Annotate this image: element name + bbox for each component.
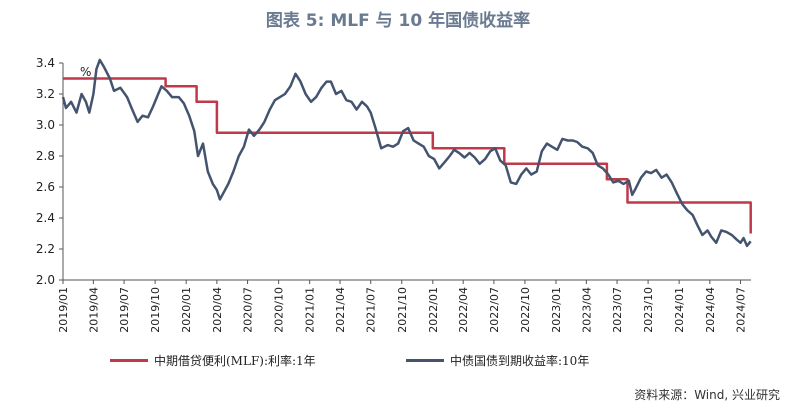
legend-swatch-mlf: [110, 358, 148, 362]
y-tick-label: 3.2: [36, 87, 55, 101]
x-tick-label: 2022/01: [427, 287, 440, 333]
series-line-mlf: [63, 77, 752, 234]
legend-label-mlf: 中期借贷便利(MLF):利率:1年: [154, 353, 316, 368]
x-tick-label: 2021/07: [365, 287, 378, 333]
y-axis-unit: %: [80, 65, 91, 79]
x-tick-label: 2024/01: [673, 287, 686, 333]
x-tick-label: 2022/07: [488, 287, 501, 333]
x-tick-label: 2020/07: [242, 287, 255, 333]
x-tick-label: 2020/10: [273, 287, 286, 333]
x-tick-label: 2021/10: [396, 287, 409, 333]
x-tick-label: 2024/04: [704, 287, 717, 333]
x-tick-label: 2019/01: [57, 287, 70, 333]
y-tick-label: 3.0: [36, 118, 55, 132]
x-tick-label: 2019/10: [149, 287, 162, 333]
x-tick-label: 2020/01: [180, 287, 193, 333]
legend-label-cgb10y: 中债国债到期收益率:10年: [450, 353, 590, 368]
source-note: 资料来源：Wind, 兴业研究: [634, 388, 780, 402]
x-tick-label: 2022/04: [457, 287, 470, 333]
x-tick-label: 2022/10: [519, 287, 532, 333]
x-tick-label: 2019/04: [87, 287, 100, 333]
y-tick-label: 2.4: [36, 211, 55, 225]
x-tick-label: 2019/07: [118, 287, 131, 333]
x-tick-label: 2023/10: [642, 287, 655, 333]
series-line-cgb10y: [61, 58, 752, 248]
legend-item-mlf: 中期借贷便利(MLF):利率:1年: [110, 351, 316, 369]
x-tick-label: 2023/04: [580, 287, 593, 333]
x-tick-label: 2024/07: [735, 287, 748, 333]
legend-swatch-cgb10y: [406, 358, 444, 362]
x-tick-label: 2021/01: [304, 287, 317, 333]
y-tick-label: 2.2: [36, 242, 55, 256]
y-tick-label: 3.4: [36, 56, 55, 70]
x-tick-label: 2020/04: [211, 287, 224, 333]
y-tick-label: 2.8: [36, 149, 55, 163]
y-tick-label: 2.6: [36, 180, 55, 194]
x-tick-label: 2021/04: [334, 287, 347, 333]
x-tick-label: 2023/07: [611, 287, 624, 333]
x-tick-label: 2023/01: [550, 287, 563, 333]
y-tick-label: 2.0: [36, 273, 55, 287]
chart-title: 图表 5: MLF 与 10 年国债收益率: [265, 11, 531, 31]
legend-item-cgb10y: 中债国债到期收益率:10年: [406, 351, 589, 369]
